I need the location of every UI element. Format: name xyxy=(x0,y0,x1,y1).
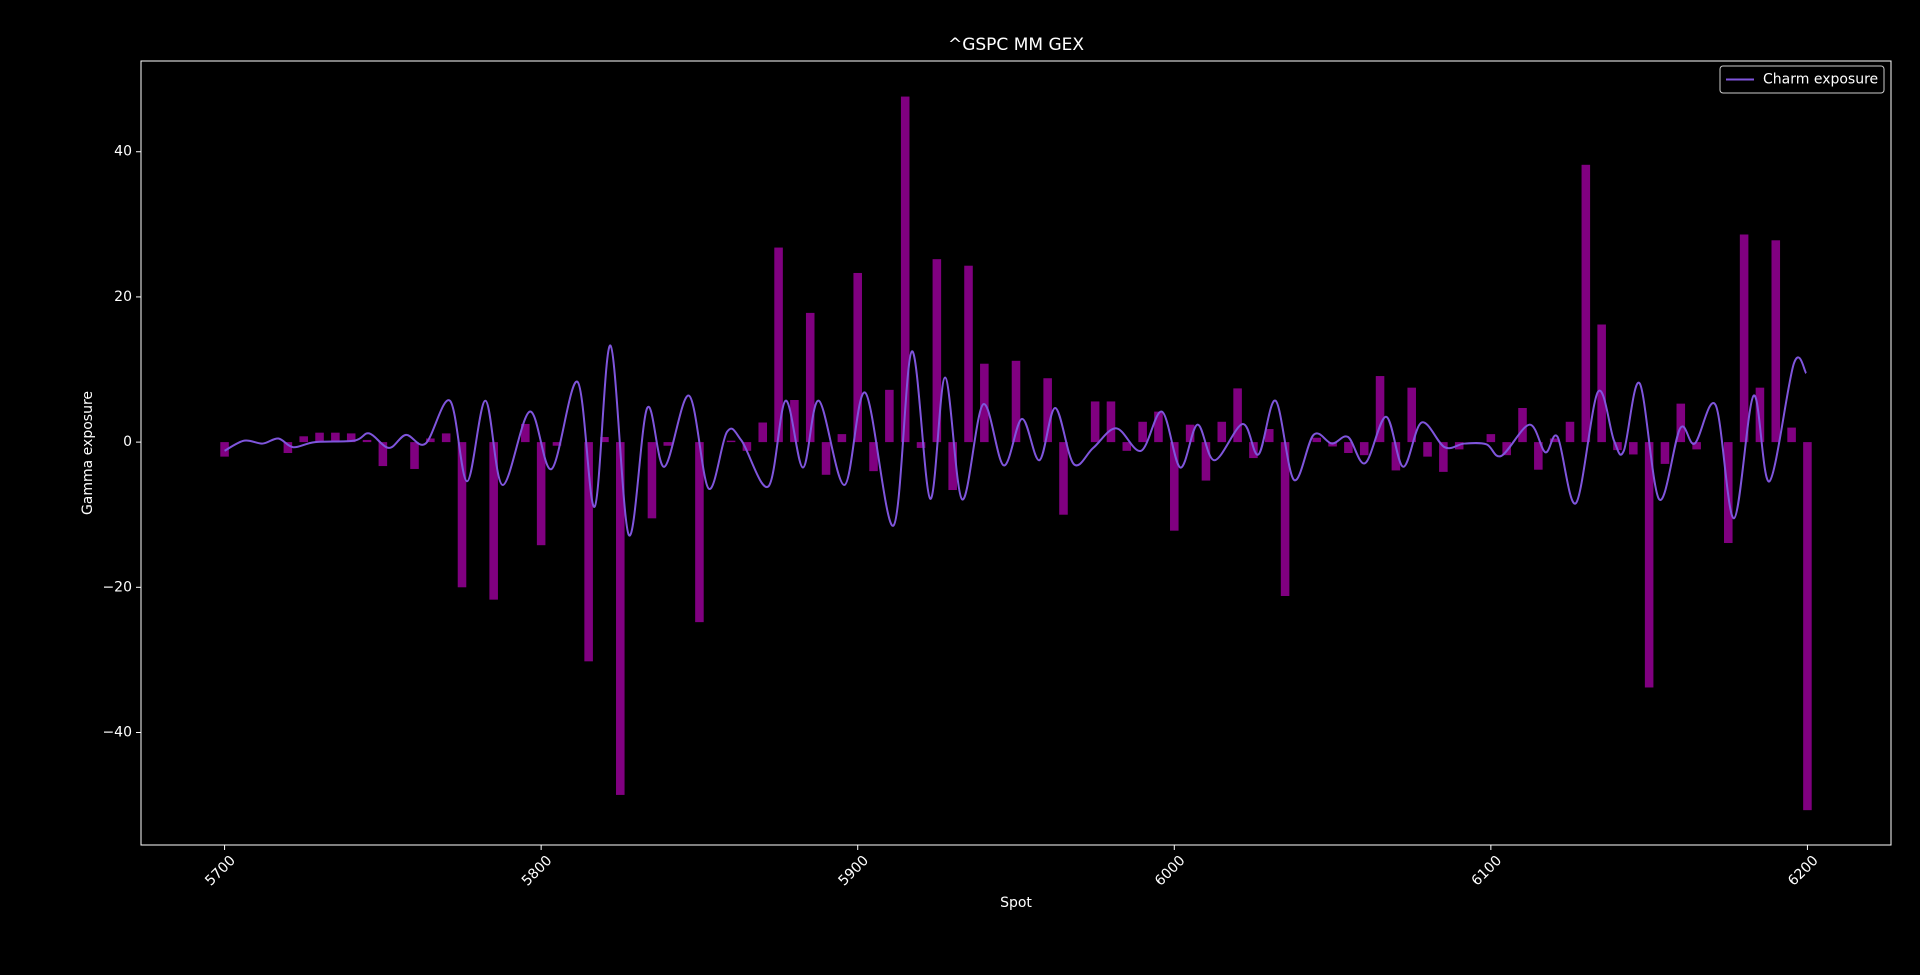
bar xyxy=(1771,240,1781,443)
bar xyxy=(1185,424,1195,443)
bar xyxy=(1660,442,1670,464)
y-tick-label: −40 xyxy=(102,724,132,740)
x-axis-label: Spot xyxy=(1000,895,1032,911)
bar xyxy=(1644,442,1654,688)
bar xyxy=(1011,360,1021,443)
bar xyxy=(932,259,942,443)
bar xyxy=(1439,442,1448,472)
bar xyxy=(900,96,910,443)
bar xyxy=(426,438,435,443)
y-tick-label: 40 xyxy=(114,144,132,160)
bar xyxy=(299,436,308,443)
bar xyxy=(695,442,704,623)
bar xyxy=(552,442,562,446)
legend-label: Charm exposure xyxy=(1763,72,1878,88)
bar xyxy=(1565,421,1575,443)
bar xyxy=(600,437,609,443)
y-axis-label: Gamma exposure xyxy=(80,391,96,515)
bar xyxy=(1090,401,1100,443)
bar xyxy=(410,442,419,469)
bar xyxy=(521,423,530,443)
line xyxy=(224,344,1808,537)
bar xyxy=(362,439,372,443)
bar xyxy=(1359,442,1369,456)
bar xyxy=(663,442,673,446)
bar xyxy=(1803,442,1812,811)
bar xyxy=(220,442,229,457)
bar xyxy=(283,442,293,453)
bar xyxy=(1534,442,1543,470)
bar xyxy=(805,312,815,443)
bar xyxy=(948,442,957,491)
bar xyxy=(1787,427,1796,443)
y-tick-label: 20 xyxy=(114,289,132,305)
bar xyxy=(837,434,847,443)
bar xyxy=(1755,387,1765,443)
bar xyxy=(1502,442,1511,456)
bar xyxy=(1344,442,1353,453)
bar xyxy=(1138,421,1147,443)
bar xyxy=(457,442,467,588)
bar xyxy=(1581,164,1591,443)
chart-title: ^GSPC MM GEX xyxy=(948,35,1084,55)
bar xyxy=(1613,442,1622,451)
bar xyxy=(346,433,356,443)
y-tick-label: 0 xyxy=(123,434,132,450)
bar xyxy=(536,442,546,546)
bar xyxy=(1201,442,1211,481)
bar xyxy=(315,432,324,443)
bar xyxy=(1597,324,1606,443)
bar xyxy=(980,363,989,443)
bar xyxy=(774,247,783,443)
bar xyxy=(1407,387,1416,443)
bar xyxy=(1154,411,1163,443)
bar xyxy=(1375,376,1385,443)
bar xyxy=(726,440,736,443)
bar xyxy=(1629,442,1638,455)
bar xyxy=(1233,388,1242,443)
bar xyxy=(742,442,752,451)
bar xyxy=(1312,437,1322,443)
bar xyxy=(1676,403,1686,443)
bar xyxy=(821,442,831,475)
legend-box xyxy=(1719,65,1885,94)
bar xyxy=(1106,401,1116,443)
bar xyxy=(1486,434,1496,443)
bar xyxy=(1122,442,1132,451)
bar xyxy=(1518,407,1527,443)
bar xyxy=(1692,442,1701,450)
bar xyxy=(885,389,894,443)
y-tick-label: −20 xyxy=(102,579,132,595)
bar xyxy=(378,442,388,467)
bar xyxy=(647,442,657,519)
bar xyxy=(853,272,862,443)
bar xyxy=(489,442,498,600)
bar xyxy=(869,442,878,472)
bar xyxy=(1280,442,1290,597)
bar xyxy=(1264,429,1274,443)
bar xyxy=(1217,421,1227,443)
bar xyxy=(1170,442,1179,531)
bar xyxy=(1043,378,1052,443)
bar xyxy=(964,265,973,443)
bar xyxy=(758,422,768,443)
bar xyxy=(584,442,593,662)
axes-frame xyxy=(140,60,1892,846)
bar xyxy=(441,433,451,443)
bar xyxy=(616,442,625,795)
bar xyxy=(1549,438,1559,443)
bar xyxy=(1059,442,1068,515)
bar xyxy=(790,400,799,443)
bar xyxy=(1423,442,1432,457)
bar xyxy=(916,442,926,448)
bar xyxy=(331,432,340,443)
bar xyxy=(1391,442,1401,471)
bar xyxy=(1739,234,1749,443)
